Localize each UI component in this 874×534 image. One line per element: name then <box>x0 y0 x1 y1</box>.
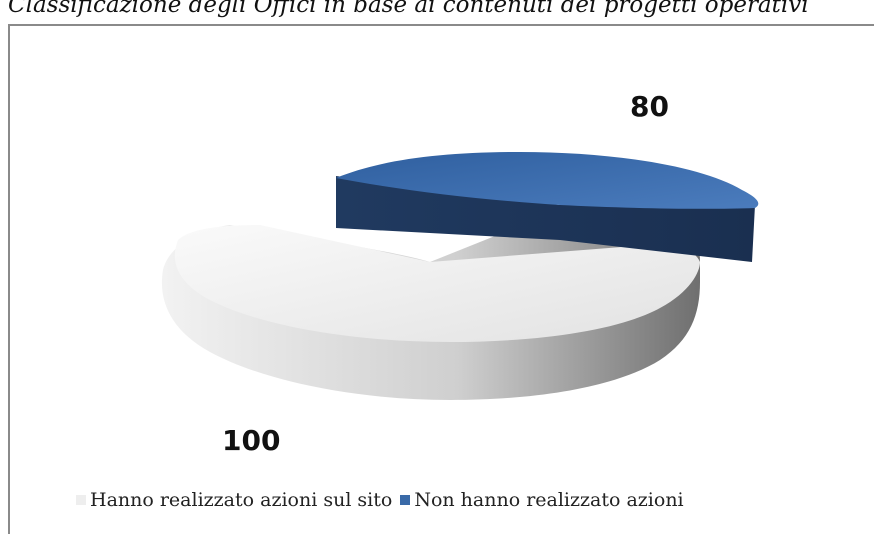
pie-slice-non-hanno-realizzato <box>336 152 759 262</box>
legend-label-non-hanno: Non hanno realizzato azioni <box>414 489 684 511</box>
chart-title: Classificazione degli Offici in base ai … <box>8 0 809 18</box>
legend-item-non-hanno: Non hanno realizzato azioni <box>400 489 684 511</box>
pie-slice-hanno-top <box>174 225 700 342</box>
data-label-80: 80 <box>630 90 669 123</box>
pie-slice-non-hanno-top <box>336 152 759 209</box>
pie-slice-hanno-realizzato <box>161 191 701 400</box>
data-label-100: 100 <box>222 424 281 457</box>
legend-item-hanno: Hanno realizzato azioni sul sito <box>76 489 392 511</box>
pie-slice-non-hanno-side <box>336 176 755 262</box>
legend-swatch-grey-icon <box>76 495 86 505</box>
chart-legend: Hanno realizzato azioni sul sito Non han… <box>76 489 692 511</box>
legend-label-hanno: Hanno realizzato azioni sul sito <box>90 489 393 511</box>
legend-swatch-blue-icon <box>400 495 411 505</box>
